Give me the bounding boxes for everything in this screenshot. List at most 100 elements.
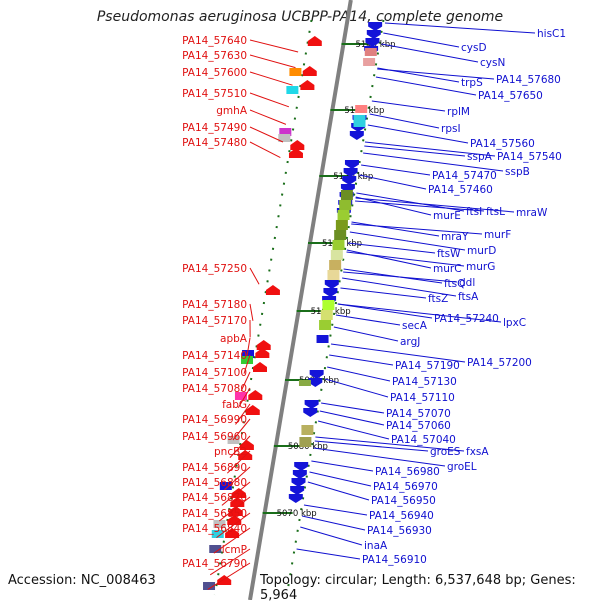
right-gene-label: cysD — [461, 42, 487, 54]
right-gene-label: PA14_57040 — [391, 434, 456, 446]
left-gene-arrow — [248, 390, 262, 400]
right-gene-arrow — [342, 176, 356, 185]
right-gene-label: PA14_56950 — [371, 495, 436, 507]
right-leader-line — [311, 461, 373, 471]
right-leader-line — [370, 114, 439, 128]
right-leader-line — [302, 516, 365, 530]
left-leader-line — [250, 304, 253, 321]
right-gene-label: PA14_57470 — [432, 170, 497, 182]
right-gene-arrow — [303, 408, 317, 417]
right-gene-block — [299, 380, 311, 386]
left-gene-label: PA14_56850 — [182, 508, 247, 520]
right-gene-label: PA14_57070 — [386, 408, 451, 420]
left-gene-label: PA14_57170 — [182, 315, 247, 327]
left-leader-line — [250, 40, 298, 52]
right-gene-arrow — [325, 280, 339, 289]
right-gene-arrow — [294, 462, 308, 471]
right-gene-label: ftsL — [486, 206, 505, 218]
right-gene-arrow — [305, 400, 319, 409]
left-leader-line — [250, 110, 286, 124]
right-gene-label: murC — [433, 263, 462, 275]
right-gene-block — [339, 200, 351, 210]
right-gene-block — [329, 260, 341, 270]
right-gene-label: PA14_57560 — [470, 138, 535, 150]
right-gene-label: lpxC — [503, 317, 526, 329]
left-gene-label: pncB2 — [214, 446, 247, 458]
right-gene-label: mraY — [441, 231, 469, 243]
right-gene-arrow — [290, 486, 304, 495]
right-gene-block — [299, 437, 311, 447]
left-gene-label: fabG — [222, 399, 247, 411]
left-gene-label: PA14_56990 — [182, 414, 247, 426]
right-gene-block — [336, 220, 348, 230]
left-gene-label: PA14_57080 — [182, 383, 247, 395]
left-leader-line — [250, 127, 283, 142]
right-gene-label: cysN — [480, 57, 505, 69]
right-gene-label: PA14_57200 — [467, 357, 532, 369]
left-gene-label: icmP — [222, 544, 247, 556]
right-gene-label: hisC1 — [537, 28, 566, 40]
right-leader-line — [355, 201, 484, 211]
right-leader-line — [338, 304, 432, 318]
right-gene-label: murG — [466, 261, 495, 273]
left-gene-label: PA14_56960 — [182, 431, 247, 443]
left-gene-label: gmhA — [216, 105, 248, 117]
left-gene-block — [286, 86, 298, 94]
right-gene-block — [354, 115, 366, 127]
right-leader-line — [347, 250, 431, 268]
right-gene-label: mraW — [516, 207, 548, 219]
right-leader-line — [329, 355, 393, 365]
right-gene-block — [333, 240, 345, 250]
right-gene-label: PA14_56930 — [367, 525, 432, 537]
left-gene-label: PA14_57250 — [182, 263, 247, 275]
right-gene-label: inaA — [364, 540, 388, 552]
right-gene-block — [317, 335, 329, 343]
right-gene-label: ftsQ — [444, 278, 465, 290]
right-gene-arrow — [350, 131, 364, 140]
right-gene-block — [322, 300, 334, 310]
left-gene-label: PA14_56890 — [182, 462, 247, 474]
right-gene-block — [331, 250, 343, 260]
left-gene-arrow — [300, 80, 314, 90]
right-gene-label: PA14_57680 — [496, 74, 561, 86]
right-gene-label: groEL — [447, 461, 477, 473]
right-leader-line — [321, 403, 384, 413]
right-gene-label: PA14_56980 — [375, 466, 440, 478]
right-gene-arrow — [368, 22, 382, 31]
left-gene-label: PA14_57480 — [182, 137, 247, 149]
right-leader-line — [359, 175, 426, 189]
right-gene-block — [327, 270, 339, 280]
left-leader-line — [250, 268, 259, 284]
right-gene-label: ftsA — [458, 291, 479, 303]
left-gene-label: PA14_56870 — [182, 492, 247, 504]
right-gene-label: secA — [402, 320, 428, 332]
left-leader-line — [250, 93, 289, 107]
left-gene-arrow — [266, 285, 280, 295]
right-gene-label: PA14_56910 — [362, 554, 427, 566]
right-gene-label: PA14_57110 — [390, 392, 455, 404]
right-leader-line — [320, 411, 384, 425]
right-leader-line — [297, 549, 360, 559]
right-gene-arrow — [292, 478, 306, 487]
right-gene-block — [363, 58, 375, 66]
left-gene-label: PA14_56840 — [182, 523, 247, 535]
left-leader-line — [250, 55, 295, 68]
right-gene-label: sspA — [467, 151, 493, 163]
right-gene-label: PA14_57540 — [497, 151, 562, 163]
right-gene-label: PA14_56970 — [373, 481, 438, 493]
left-gene-arrow — [308, 36, 322, 46]
left-gene-label: PA14_57630 — [182, 50, 247, 62]
right-gene-label: rplM — [447, 106, 470, 118]
right-gene-arrow — [345, 160, 359, 169]
right-gene-block — [341, 190, 353, 200]
left-gene-label: PA14_56790 — [182, 558, 247, 570]
right-gene-label: murE — [433, 210, 461, 222]
right-gene-label: rpsI — [441, 123, 461, 135]
right-leader-line — [300, 527, 362, 545]
right-gene-block — [301, 425, 313, 435]
right-gene-label: PA14_57190 — [395, 360, 460, 372]
left-gene-arrow — [257, 340, 271, 350]
left-gene-label: PA14_57600 — [182, 67, 247, 79]
right-gene-block — [319, 320, 331, 330]
